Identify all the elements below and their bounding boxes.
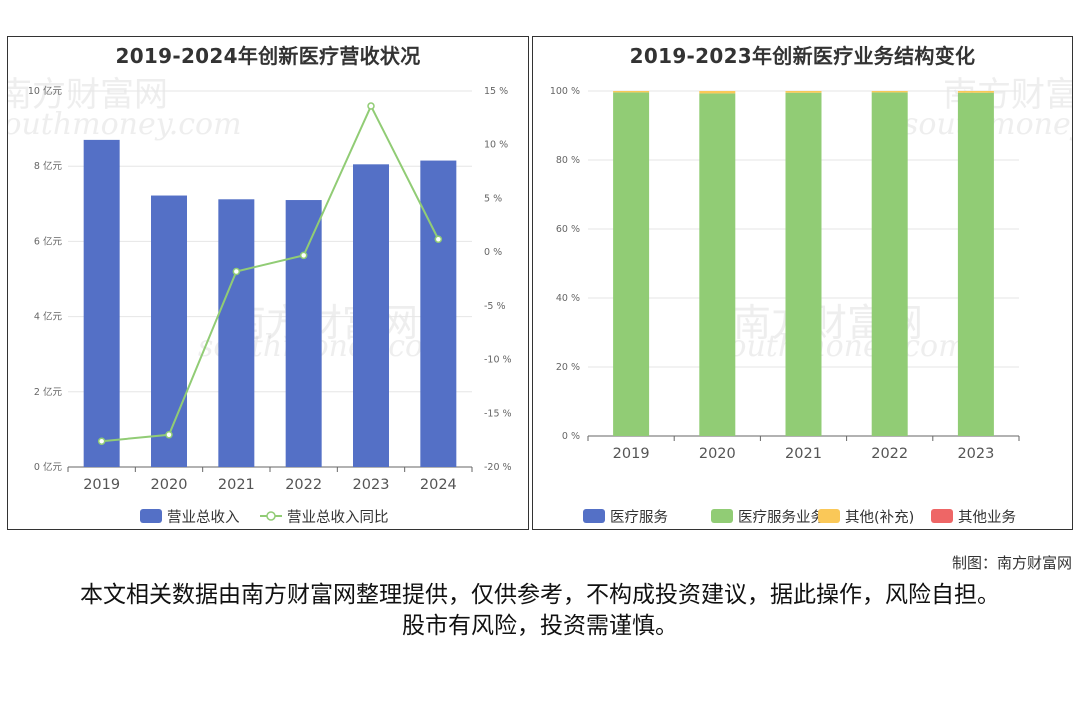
- y-tick-label: 80 %: [556, 155, 580, 166]
- y-right-tick-label: -5 %: [484, 301, 506, 312]
- legend-label: 营业总收入: [167, 509, 240, 526]
- revenue-bar: [151, 195, 187, 467]
- revenue-bar: [218, 199, 255, 467]
- stacked-bar-segment: [957, 91, 994, 93]
- legend-label: 医疗服务业务: [738, 509, 825, 526]
- legend-swatch-revenue: [140, 509, 162, 523]
- yoy-point: [97, 437, 106, 445]
- structure-chart-panel: 南方财富网 southmoney.com 南方财富网 southmoney.co…: [532, 36, 1073, 530]
- yoy-point: [232, 267, 241, 276]
- legend-swatch: [931, 509, 953, 523]
- yoy-point: [434, 235, 443, 244]
- legend-label: 其他业务: [958, 509, 1016, 526]
- legend-swatch: [818, 509, 840, 523]
- x-tick-label: 2024: [420, 477, 457, 493]
- stacked-bar-segment: [613, 92, 650, 436]
- revenue-chart: 0 亿元 2 亿元 4 亿元 6 亿元 8 亿元 10 亿元 -20 % -15 % -10 %…: [28, 85, 512, 526]
- legend-swatch-yoy-marker: [266, 511, 276, 521]
- structure-chart: 0 % 20 % 40 % 60 % 80 % 100 % 2019 2020 2021 2022…: [550, 86, 1020, 526]
- y-left-tick-label: 6 亿元: [34, 235, 63, 247]
- x-tick-label: 2020: [699, 446, 736, 462]
- revenue-bar: [285, 200, 322, 468]
- y-left-tick-label: 2 亿元: [34, 386, 63, 398]
- chart-credit: 制图：南方财富网: [951, 554, 1072, 572]
- y-left-tick-label: 10 亿元: [28, 85, 63, 97]
- legend-label: 营业总收入同比: [287, 509, 389, 526]
- stacked-bar-segment: [699, 91, 736, 94]
- x-tick-label: 2021: [785, 446, 822, 462]
- y-right-tick-label: -15 %: [484, 408, 512, 419]
- legend-swatch: [711, 509, 733, 523]
- yoy-point: [367, 102, 375, 110]
- stacked-bar-segment: [785, 91, 822, 93]
- yoy-line: [101, 103, 440, 443]
- y-tick-label: 100 %: [550, 86, 580, 97]
- x-tick-label: 2019: [83, 477, 120, 493]
- revenue-bar: [420, 160, 457, 467]
- disclaimer-text: 本文相关数据由南方财富网整理提供，仅供参考，不构成投资建议，据此操作，风险自担。…: [80, 582, 1000, 639]
- y-right-tick-label: 0 %: [484, 247, 502, 258]
- revenue-chart-panel: 南方财富网 southmoney.com 南方财富网 southmoney.co…: [7, 36, 529, 530]
- y-right-tick-label: 15 %: [484, 86, 508, 97]
- revenue-bar: [353, 164, 389, 467]
- y-tick-label: 60 %: [556, 224, 580, 235]
- yoy-point: [165, 431, 173, 439]
- x-tick-label: 2022: [871, 446, 908, 462]
- y-tick-label: 0 %: [562, 431, 580, 442]
- y-tick-label: 20 %: [556, 362, 580, 373]
- y-left-tick-label: 4 亿元: [34, 311, 63, 323]
- stacked-bar-segment: [699, 93, 736, 436]
- legend-label: 医疗服务: [610, 509, 668, 526]
- stacked-bar-segment: [871, 92, 908, 436]
- y-right-tick-label: -10 %: [484, 355, 512, 366]
- x-tick-label: 2023: [957, 446, 994, 462]
- x-tick-label: 2023: [353, 477, 390, 493]
- x-tick-label: 2021: [218, 477, 255, 493]
- x-tick-label: 2019: [613, 446, 650, 462]
- revenue-bar: [83, 139, 120, 467]
- legend-swatch: [583, 509, 605, 523]
- y-left-tick-label: 0 亿元: [34, 461, 63, 473]
- x-tick-label: 2022: [285, 477, 322, 493]
- legend-label: 其他(补充): [845, 509, 914, 526]
- stacked-bar-segment: [871, 91, 908, 93]
- y-right-tick-label: -20 %: [484, 462, 512, 473]
- y-left-tick-label: 8 亿元: [34, 160, 63, 172]
- y-right-tick-label: 10 %: [484, 140, 508, 151]
- x-tick-label: 2020: [151, 477, 188, 493]
- chart-title: 2019-2024年创新医疗营收状况: [115, 44, 421, 68]
- stacked-bar-segment: [613, 91, 650, 93]
- chart-title: 2019-2023年创新医疗业务结构变化: [629, 44, 976, 68]
- stacked-bar-segment: [785, 92, 822, 436]
- stacked-bar-segment: [957, 92, 994, 436]
- y-tick-label: 40 %: [556, 293, 580, 304]
- y-right-tick-label: 5 %: [484, 193, 502, 204]
- yoy-point: [299, 251, 308, 260]
